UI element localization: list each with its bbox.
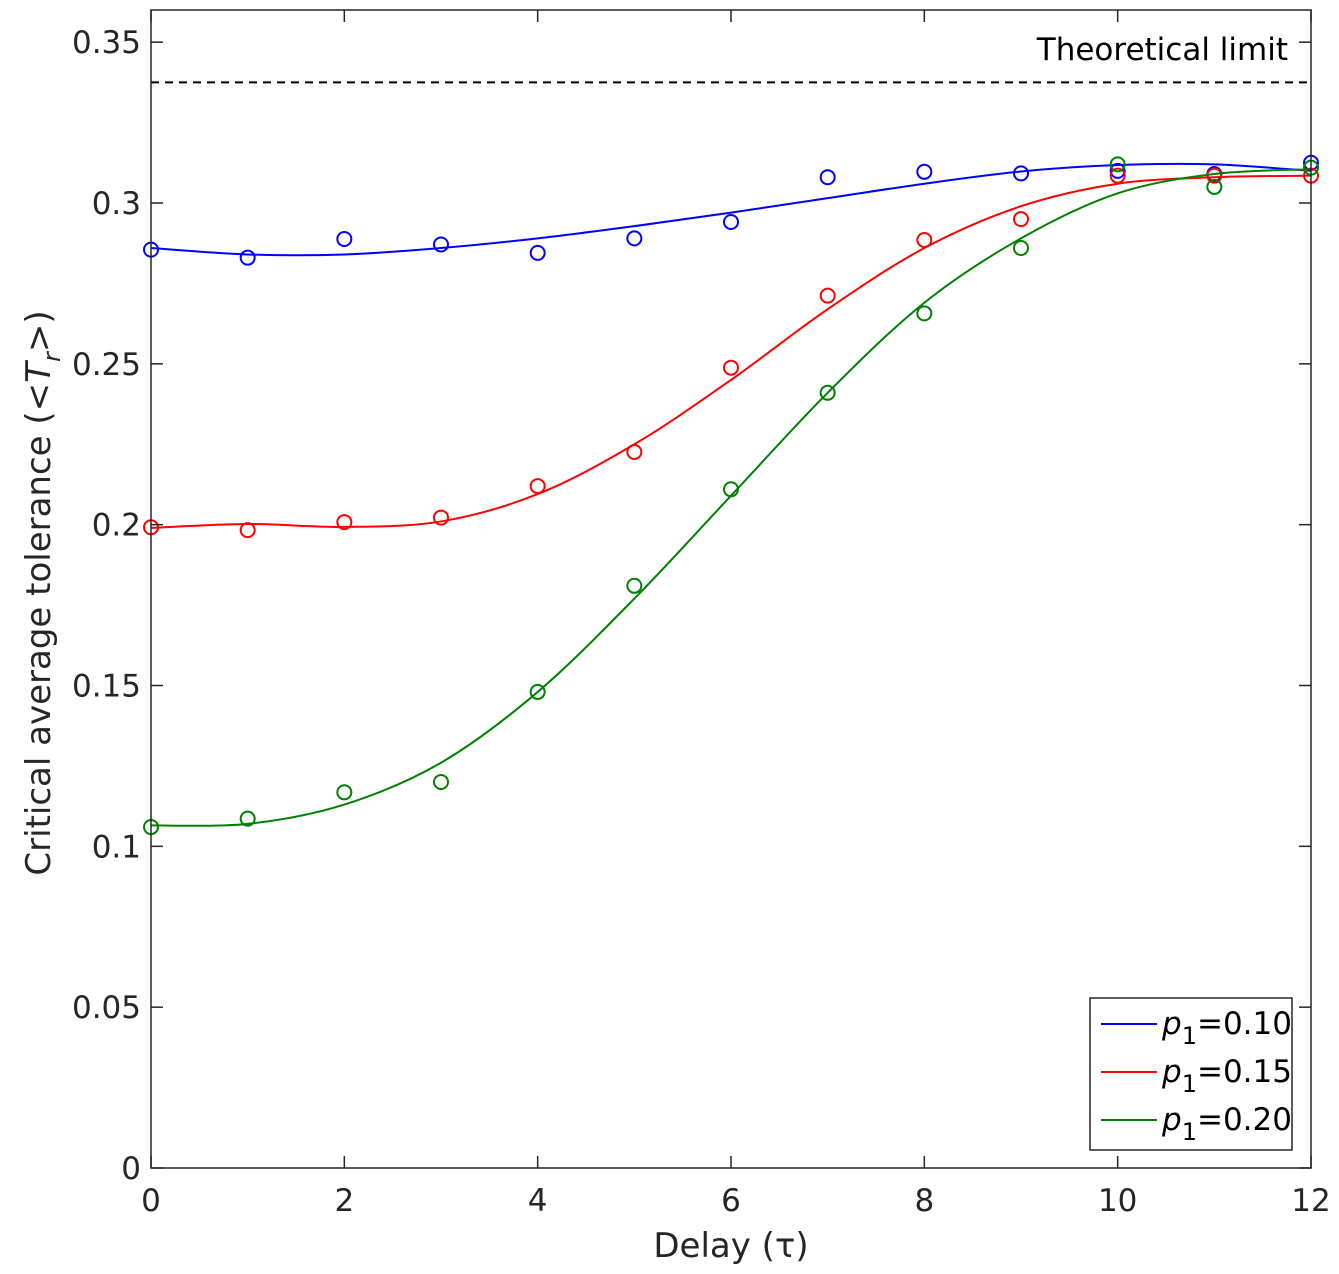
series-2-fit-line bbox=[151, 174, 1311, 529]
series-1-point bbox=[433, 236, 449, 253]
series-2-point bbox=[723, 359, 739, 376]
theoretical-limit-label: Theoretical limit bbox=[1036, 32, 1288, 68]
series-1-point bbox=[819, 169, 836, 186]
x-tick-label: 8 bbox=[914, 1183, 934, 1219]
y-axis-title-pre: Critical average tolerance (< bbox=[19, 383, 59, 876]
legend-label-value: =0.15 bbox=[1197, 1054, 1292, 1090]
x-tick-label: 2 bbox=[334, 1183, 354, 1219]
legend-label: p1=0.10 bbox=[1161, 1006, 1292, 1050]
legend-item-1: p1=0.10 bbox=[1101, 1006, 1292, 1050]
x-tick-label: 12 bbox=[1291, 1183, 1330, 1219]
series-3-point bbox=[1109, 156, 1126, 173]
series-1-point bbox=[1109, 162, 1126, 179]
y-axis-title-sub: r bbox=[38, 350, 66, 362]
series-1-point bbox=[529, 244, 546, 261]
x-tick-label: 4 bbox=[528, 1183, 548, 1219]
series-2-point bbox=[626, 443, 643, 460]
series-3-point bbox=[1013, 240, 1029, 257]
series-3 bbox=[143, 156, 1319, 836]
legend-item-3: p1=0.20 bbox=[1101, 1102, 1292, 1146]
series-1-point bbox=[1013, 165, 1029, 182]
plot-area bbox=[143, 81, 1319, 836]
series-2-point bbox=[819, 287, 836, 304]
series-2-point bbox=[1013, 211, 1029, 228]
series-3-point bbox=[723, 481, 739, 498]
y-tick-label: 0.15 bbox=[72, 669, 141, 705]
legend-label-sub: 1 bbox=[1182, 1118, 1197, 1146]
legend-label: p1=0.15 bbox=[1161, 1054, 1292, 1098]
series-1-point bbox=[723, 213, 739, 230]
legend-label: p1=0.20 bbox=[1161, 1102, 1292, 1146]
axes: 0 2 4 6 8 10 12 0 0.05 0.1 0.15 0.2 0.25 0.3 0.35 bbox=[72, 9, 1331, 1219]
series-1-point bbox=[336, 231, 353, 248]
series-2-point bbox=[239, 522, 256, 539]
legend-label-sub: 1 bbox=[1182, 1022, 1197, 1050]
legend-label-sub: 1 bbox=[1182, 1070, 1197, 1098]
series-3-point bbox=[336, 784, 353, 801]
legend-label-var: p bbox=[1161, 1102, 1182, 1138]
y-tick-label: 0.3 bbox=[92, 186, 141, 222]
series-3-point bbox=[626, 577, 643, 594]
x-tick-label: 0 bbox=[141, 1183, 161, 1219]
series-3-point bbox=[819, 384, 836, 401]
axis-labels: Delay (τ) Critical average tolerance (<T… bbox=[19, 32, 1288, 1266]
legend-label-var: p bbox=[1161, 1054, 1182, 1090]
y-tick-label: 0.25 bbox=[72, 347, 141, 383]
series-1-point bbox=[626, 230, 643, 247]
series-1-fit-line bbox=[151, 162, 1311, 257]
series-2-point bbox=[916, 231, 933, 248]
legend-label-value: =0.10 bbox=[1197, 1006, 1292, 1042]
series-1 bbox=[143, 154, 1319, 266]
y-tick-label: 0 bbox=[121, 1151, 141, 1187]
legend-item-2: p1=0.15 bbox=[1101, 1054, 1292, 1098]
series-3-point bbox=[433, 774, 449, 790]
y-tick-label: 0.05 bbox=[72, 990, 141, 1026]
x-axis-title: Delay (τ) bbox=[653, 1226, 808, 1266]
y-tick-label: 0.2 bbox=[92, 508, 141, 544]
series-3-point bbox=[239, 810, 256, 827]
series-2-point bbox=[336, 514, 353, 531]
x-tick-label: 10 bbox=[1098, 1183, 1137, 1219]
series-3-point bbox=[916, 305, 933, 322]
series-1-point bbox=[239, 249, 256, 266]
series-1-point bbox=[916, 163, 933, 180]
series-3-point bbox=[1206, 178, 1223, 195]
series-3-point bbox=[529, 683, 546, 700]
series-2-point bbox=[433, 509, 449, 526]
y-axis-title-var: T bbox=[19, 360, 59, 383]
y-axis-title-post: >) bbox=[19, 310, 59, 352]
y-tick-label: 0.35 bbox=[72, 25, 141, 61]
y-tick-label: 0.1 bbox=[92, 829, 141, 865]
legend-label-value: =0.20 bbox=[1197, 1102, 1292, 1138]
legend-label-var: p bbox=[1161, 1006, 1182, 1042]
series-2-point bbox=[1109, 167, 1126, 184]
series-2-point bbox=[529, 478, 546, 495]
x-tick-label: 6 bbox=[721, 1183, 741, 1219]
y-axis-title: Critical average tolerance (<Tr>) bbox=[19, 310, 66, 875]
